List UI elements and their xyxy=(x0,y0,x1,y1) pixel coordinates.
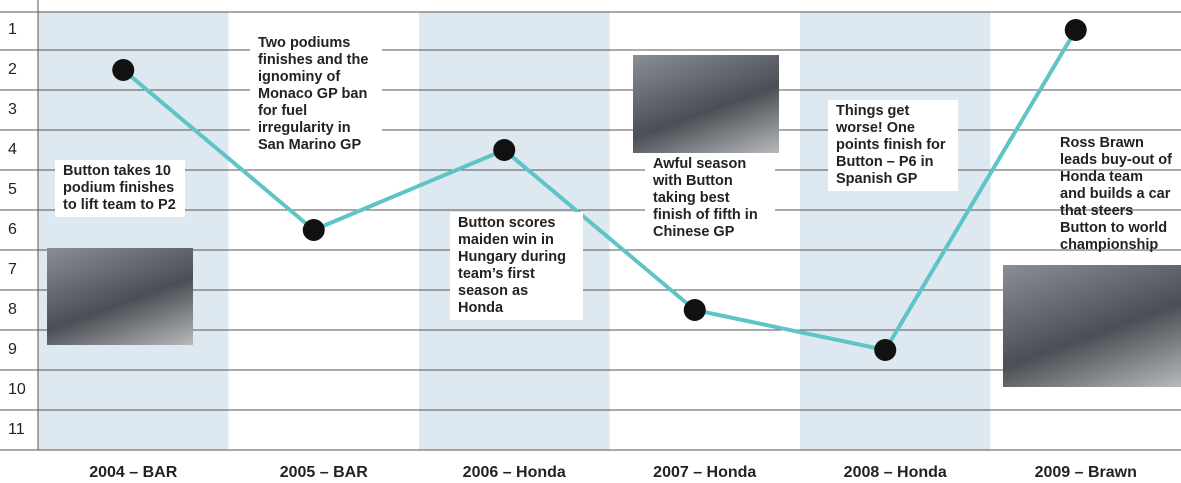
photo xyxy=(47,248,193,345)
y-tick-label: 3 xyxy=(8,101,17,118)
y-tick-label: 1 xyxy=(8,21,17,38)
photo xyxy=(1003,265,1181,387)
data-point xyxy=(684,299,706,321)
annotation: Ross Brawn leads buy-out of Honda team a… xyxy=(1052,132,1180,257)
y-tick-label: 4 xyxy=(8,141,17,158)
x-tick-label: 2007 – Honda xyxy=(653,464,756,481)
y-tick-label: 6 xyxy=(8,221,17,238)
annotation: Things get worse! One points finish for … xyxy=(828,100,958,191)
data-point xyxy=(303,219,325,241)
column-band xyxy=(800,12,991,450)
x-tick-label: 2008 – Honda xyxy=(844,464,947,481)
data-point xyxy=(493,139,515,161)
x-tick-label: 2006 – Honda xyxy=(463,464,566,481)
annotation: Button scores maiden win in Hungary duri… xyxy=(450,212,583,320)
y-tick-label: 10 xyxy=(8,381,26,398)
x-tick-label: 2009 – Brawn xyxy=(1035,464,1137,481)
annotation: Button takes 10 podium finishes to lift … xyxy=(55,160,185,217)
annotation: Two podiums finishes and the ignominy of… xyxy=(250,32,382,157)
photo xyxy=(633,55,779,153)
x-tick-label: 2005 – BAR xyxy=(280,464,368,481)
chart: 1 2 3 4 5 6 7 8 9 10 11 2004 – BAR 2005 – BAR 2006 – … xyxy=(0,0,1181,483)
y-tick-label: 7 xyxy=(8,261,17,278)
data-point xyxy=(1065,19,1087,41)
data-point xyxy=(874,339,896,361)
y-tick-label: 5 xyxy=(8,181,17,198)
y-tick-label: 2 xyxy=(8,61,17,78)
data-point xyxy=(112,59,134,81)
x-tick-label: 2004 – BAR xyxy=(89,464,177,481)
y-tick-label: 8 xyxy=(8,301,17,318)
annotation: Awful season with Button taking best fin… xyxy=(645,153,775,244)
chart-page: 1 2 3 4 5 6 7 8 9 10 11 2004 – BAR 2005 – BAR 2006 – … xyxy=(0,0,1181,483)
y-tick-label: 9 xyxy=(8,341,17,358)
y-tick-label: 11 xyxy=(8,421,25,438)
